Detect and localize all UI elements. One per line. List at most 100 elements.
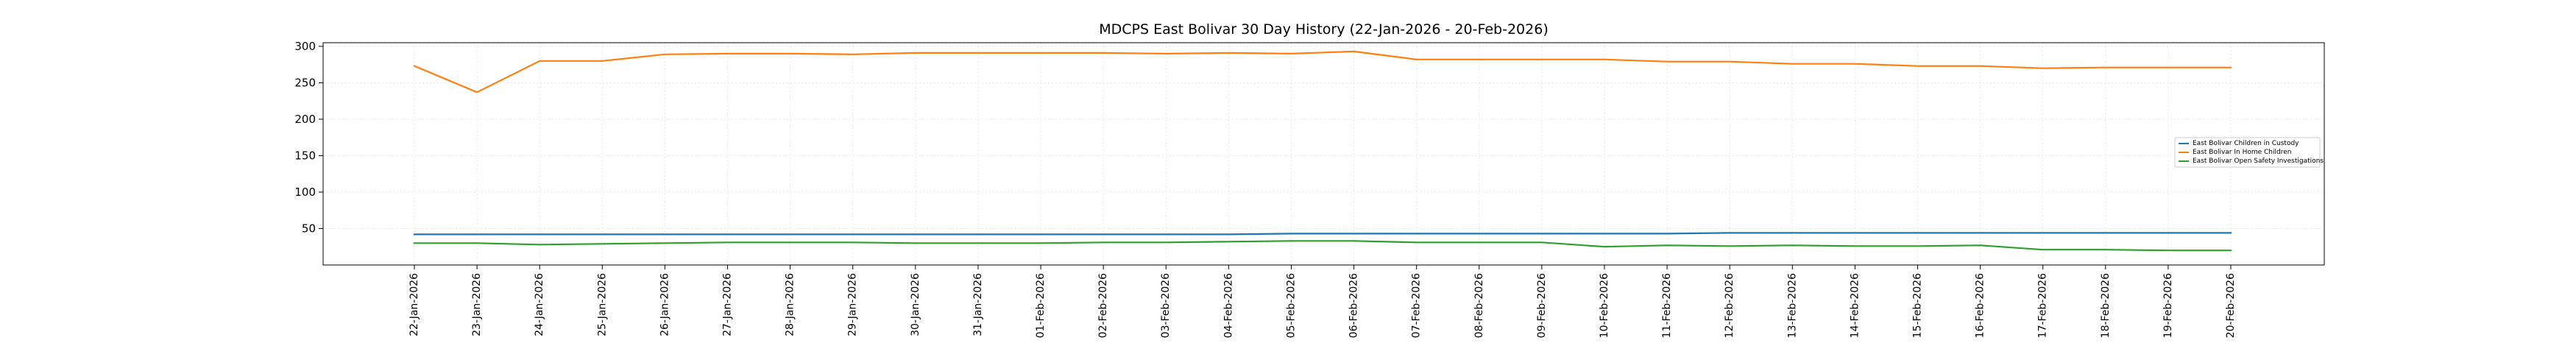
x-tick-label: 26-Jan-2026: [659, 273, 670, 336]
data-point: [1353, 240, 1354, 241]
data-point: [1228, 241, 1229, 242]
series-lines: [413, 50, 2232, 252]
data-point: [1040, 233, 1041, 235]
data-point: [476, 233, 478, 235]
data-point: [2168, 66, 2169, 68]
data-point: [1979, 244, 1981, 246]
data-point: [852, 54, 854, 55]
data-point: [1415, 233, 1417, 234]
data-point: [1103, 233, 1104, 235]
x-tick-label: 25-Jan-2026: [596, 273, 608, 336]
data-point: [1353, 51, 1354, 52]
data-point: [977, 52, 979, 54]
data-point: [476, 91, 478, 93]
y-tick-label: 50: [302, 222, 316, 235]
data-point: [1917, 65, 1918, 66]
data-point: [539, 244, 540, 245]
x-tick-label: 31-Jan-2026: [972, 273, 984, 336]
x-tick-label: 28-Jan-2026: [785, 273, 796, 336]
data-point: [414, 65, 415, 66]
x-tick-label: 10-Feb-2026: [1599, 273, 1610, 338]
data-point: [915, 233, 916, 235]
data-point: [1040, 242, 1041, 244]
legend: East Bolivar Children in Custody East Bol…: [2174, 137, 2324, 168]
x-tick-label: 01-Feb-2026: [1035, 273, 1047, 338]
x-tick-label: 24-Jan-2026: [534, 273, 545, 336]
x-tick-label: 18-Feb-2026: [2100, 273, 2112, 338]
data-point: [2042, 67, 2043, 68]
data-point: [915, 52, 916, 54]
data-point: [601, 243, 603, 244]
plot-frame: [322, 42, 2325, 266]
grid-lines: [323, 43, 2324, 265]
data-point: [2168, 250, 2169, 251]
data-point: [664, 242, 665, 244]
data-point: [1228, 233, 1229, 235]
data-point: [1604, 246, 1605, 247]
x-tick-label: 11-Feb-2026: [1661, 273, 1673, 338]
data-point: [726, 53, 728, 54]
data-point: [1729, 245, 1730, 247]
data-point: [1979, 232, 1981, 233]
data-point: [1729, 232, 1730, 233]
data-point: [1415, 241, 1417, 243]
data-point: [1729, 61, 1730, 63]
data-point: [1353, 233, 1354, 234]
x-tick-label: 19-Feb-2026: [2162, 273, 2174, 338]
legend-box: [2174, 137, 2321, 168]
y-tick-label: 300: [294, 40, 316, 53]
data-point: [1854, 245, 1855, 247]
data-point: [1666, 61, 1668, 63]
data-point: [2230, 66, 2232, 68]
x-tick-label: 04-Feb-2026: [1222, 273, 1234, 338]
data-point: [1541, 241, 1543, 243]
data-point: [664, 233, 665, 235]
x-tick-label: 02-Feb-2026: [1097, 273, 1109, 338]
data-point: [1979, 65, 1981, 66]
y-tick-label: 100: [294, 185, 316, 199]
data-point: [414, 233, 415, 235]
data-point: [1165, 241, 1167, 243]
data-point: [1228, 52, 1229, 54]
data-point: [1479, 233, 1480, 234]
y-tick-label: 200: [294, 113, 316, 126]
data-point: [1103, 52, 1104, 54]
x-tick-label: 13-Feb-2026: [1786, 273, 1798, 338]
data-point: [601, 233, 603, 235]
data-point: [1917, 232, 1918, 233]
data-point: [852, 241, 854, 243]
y-tick-label: 250: [294, 76, 316, 89]
x-tick-label: 06-Feb-2026: [1348, 273, 1360, 338]
data-point: [2105, 249, 2106, 250]
x-tick-label: 08-Feb-2026: [1473, 273, 1485, 338]
x-tick-label: 03-Feb-2026: [1160, 273, 1172, 338]
x-tick-label: 07-Feb-2026: [1411, 273, 1423, 338]
data-point: [977, 233, 979, 235]
data-point: [1103, 241, 1104, 243]
data-point: [476, 242, 478, 244]
chart-title: MDCPS East Bolivar 30 Day History (22-Ja…: [1099, 21, 1548, 38]
data-point: [2168, 232, 2169, 233]
x-tick-label: 29-Jan-2026: [847, 273, 859, 336]
data-point: [1541, 233, 1543, 234]
data-point: [664, 54, 665, 55]
series-line-1: [413, 232, 2232, 236]
data-point: [1165, 233, 1167, 235]
legend-label: East Bolivar Open Safety Investigations: [2193, 158, 2324, 165]
data-point: [1290, 233, 1292, 234]
data-point: [539, 233, 540, 235]
x-tick-label: 14-Feb-2026: [1849, 273, 1861, 338]
x-tick-label: 23-Jan-2026: [471, 273, 483, 336]
data-point: [1854, 232, 1855, 233]
data-point: [1791, 244, 1793, 246]
series-line-2: [413, 50, 2232, 93]
data-point: [414, 242, 415, 244]
x-tick-label: 05-Feb-2026: [1285, 273, 1297, 338]
data-point: [1165, 53, 1167, 54]
data-point: [726, 241, 728, 243]
data-point: [2105, 232, 2106, 233]
x-tick-label: 15-Feb-2026: [1911, 273, 1923, 338]
